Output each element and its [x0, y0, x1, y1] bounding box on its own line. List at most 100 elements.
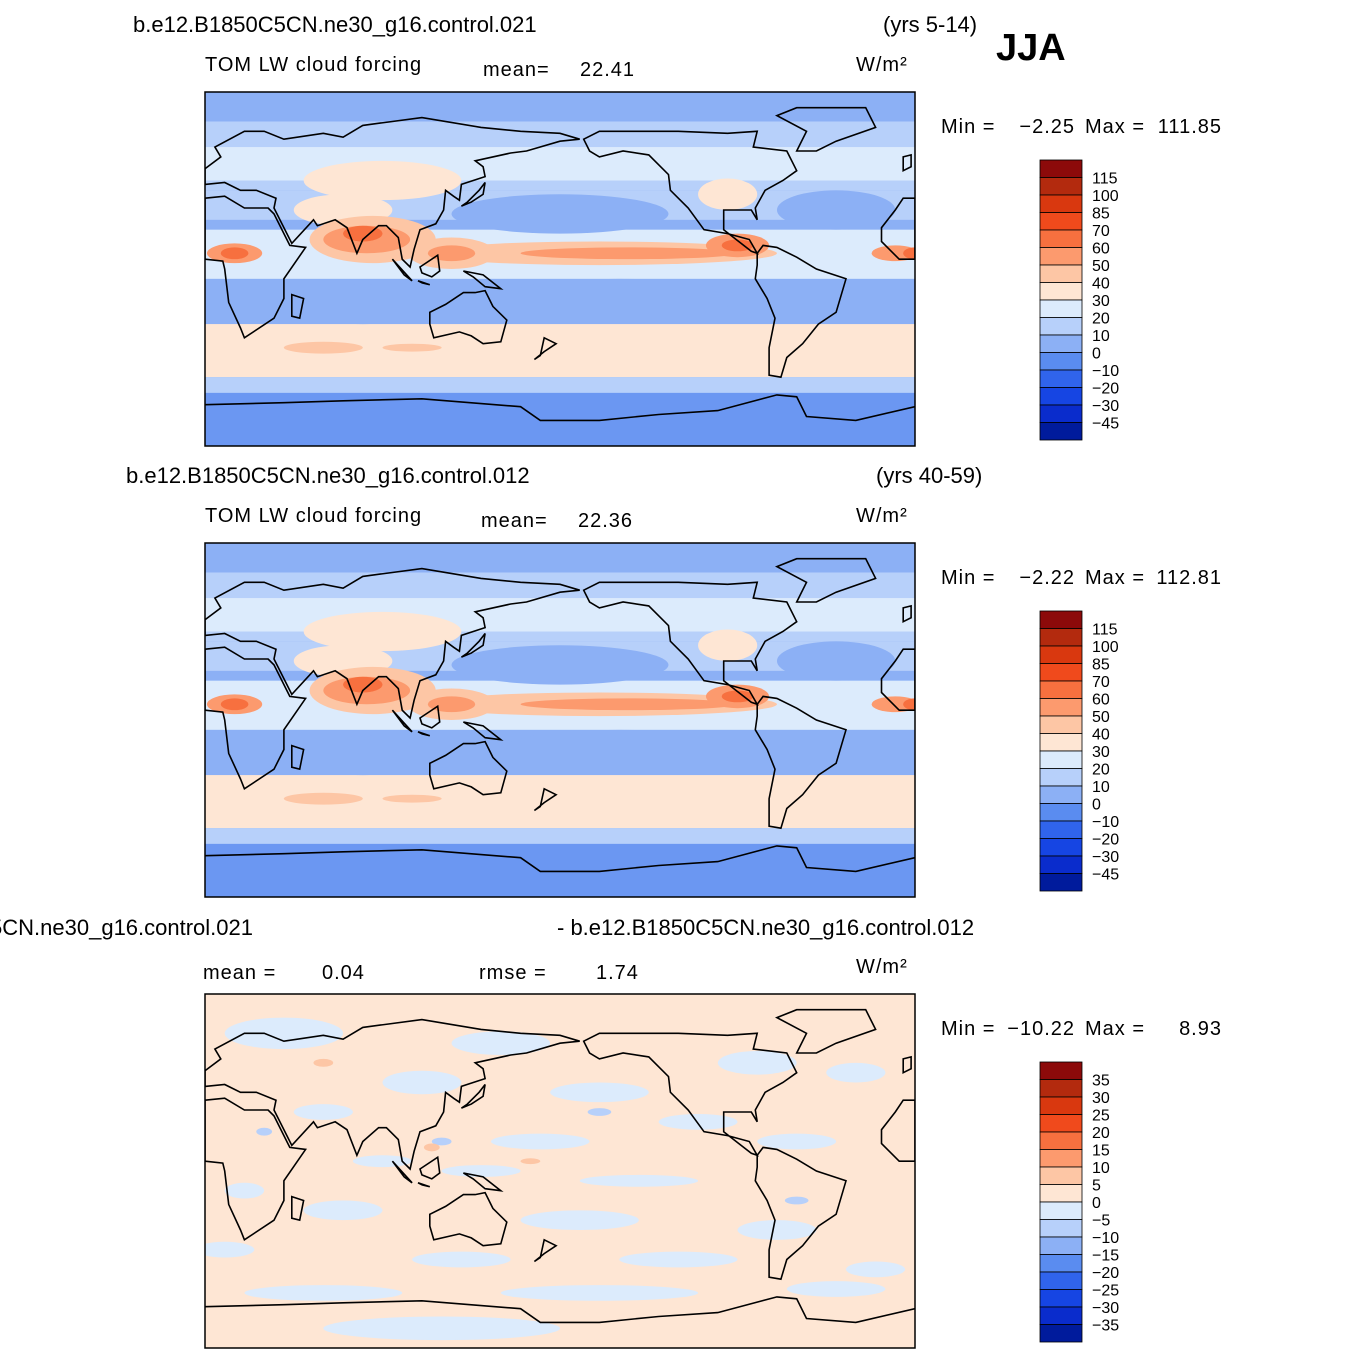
blob: [786, 1281, 886, 1297]
colorbar-label: 10: [1092, 1160, 1110, 1177]
blob: [423, 1143, 440, 1152]
colorbar-label: −20: [1092, 381, 1119, 398]
units: W/m²: [856, 505, 908, 527]
colorbar-label: −30: [1092, 849, 1119, 866]
blob: [313, 1058, 334, 1067]
rmse-label: rmse =: [479, 962, 547, 984]
coastline: [462, 270, 504, 290]
blob: [431, 1137, 452, 1146]
field: [205, 543, 915, 897]
colorbar-box: [1039, 282, 1083, 301]
colorbar-box: [1039, 768, 1083, 787]
colorbar-label: 35: [1092, 1073, 1110, 1090]
max-label: Max =: [1085, 1018, 1145, 1040]
colorbar-box: [1039, 645, 1083, 664]
colorbar-label: −45: [1092, 867, 1119, 884]
colorbar-box: [1039, 820, 1083, 839]
colorbar-box: [1039, 1324, 1083, 1343]
colorbar-label: 70: [1092, 674, 1110, 691]
blob: [903, 698, 915, 711]
blob: [500, 729, 738, 770]
coastline: [902, 153, 912, 173]
colorbar-box: [1039, 663, 1083, 682]
blob: [721, 690, 754, 703]
blob: [224, 1017, 344, 1050]
blob: [579, 1174, 699, 1187]
variable: TOM LW cloud forcing: [205, 505, 422, 527]
coastline: [205, 394, 915, 422]
map-frame: [204, 91, 916, 447]
blob: [412, 1251, 511, 1268]
map: [204, 91, 916, 447]
colorbar-label: −10: [1092, 814, 1119, 831]
colorbar-box: [1039, 1254, 1083, 1273]
colorbar-label: 115: [1092, 622, 1118, 639]
colorbar-box: [1039, 369, 1083, 388]
coastline: [391, 709, 413, 733]
coastline: [582, 130, 798, 255]
years: (yrs 40-59): [876, 463, 982, 488]
colorbar-label: 40: [1092, 727, 1110, 744]
blob: [343, 676, 383, 693]
blob: [698, 178, 758, 210]
coastline: [205, 1296, 915, 1324]
case-title: b.e12.B1850C5CN.ne30_g16.control.021: [133, 12, 537, 37]
blob: [784, 1196, 809, 1205]
coastline: [205, 845, 915, 873]
blob: [757, 1133, 837, 1150]
blob: [352, 1155, 413, 1168]
blob: [658, 1113, 738, 1130]
coastline: [754, 244, 847, 379]
coastline: [291, 1195, 305, 1222]
colorbar-label: 0: [1092, 346, 1101, 363]
colorbar-label: −20: [1092, 832, 1119, 849]
colorbar-box: [1039, 299, 1083, 318]
mean-value: 22.36: [578, 510, 633, 532]
min-label: Min =: [941, 567, 995, 589]
blob: [283, 341, 363, 354]
map: [204, 993, 916, 1349]
blob: [293, 1104, 353, 1120]
blob: [303, 1200, 383, 1221]
colorbar-box: [1039, 352, 1083, 371]
case-title: b.e12.B1850C5CN.ne30_g16.control.021: [0, 915, 253, 940]
colorbar-box: [1039, 715, 1083, 734]
map-frame: [204, 993, 916, 1349]
blob: [427, 245, 476, 262]
min-value: −10.22: [1007, 1018, 1075, 1040]
colorbar-box: [1039, 785, 1083, 804]
coastline: [462, 721, 504, 741]
blob: [520, 698, 738, 711]
blob: [520, 247, 738, 260]
band: [205, 843, 915, 897]
colorbar-label: −20: [1092, 1265, 1119, 1282]
colorbar-label: −5: [1092, 1213, 1110, 1230]
colorbar-label: 60: [1092, 692, 1110, 709]
blob: [220, 247, 249, 260]
coastline: [460, 1084, 486, 1109]
colorbar-box: [1039, 680, 1083, 699]
colorbar-box: [1039, 628, 1083, 647]
blob: [382, 1070, 462, 1095]
units: W/m²: [856, 54, 908, 76]
blob: [451, 1031, 551, 1055]
blob: [698, 629, 758, 661]
min-value: −2.22: [1019, 567, 1075, 589]
colorbar-label: 85: [1092, 206, 1110, 223]
colorbar-box: [1039, 194, 1083, 213]
blob: [587, 1108, 612, 1116]
colorbar-label: 20: [1092, 1125, 1110, 1142]
blob: [441, 1165, 521, 1177]
blob: [244, 1285, 403, 1301]
coastline: [205, 1018, 580, 1171]
colorbar-box: [1039, 750, 1083, 769]
coastline: [902, 604, 912, 624]
blob: [500, 278, 738, 319]
colorbar-box: [1039, 1079, 1083, 1098]
blob: [283, 792, 363, 805]
coastline: [391, 258, 413, 282]
coastline: [205, 646, 308, 791]
colorbar-box: [1039, 698, 1083, 717]
blob: [490, 1133, 590, 1150]
